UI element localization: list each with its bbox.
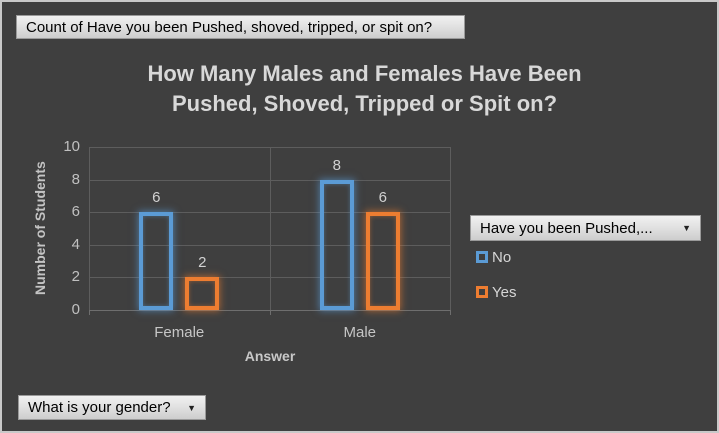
bar-no-female (139, 212, 174, 310)
chevron-down-icon: ▼ (187, 402, 196, 413)
data-label: 6 (378, 189, 387, 207)
value-field-button[interactable]: Count of Have you been Pushed, shoved, t… (16, 15, 465, 39)
chevron-down-icon: ▼ (682, 223, 691, 233)
legend-item-no: No (476, 248, 516, 266)
data-label: 8 (332, 156, 341, 174)
y-tick-label: 6 (71, 203, 80, 221)
y-tick-label: 8 (71, 170, 80, 188)
x-category-label: Male (343, 324, 376, 341)
y-tick-label: 0 (71, 301, 80, 318)
chart-title: How Many Males and Females Have Been Pus… (42, 59, 687, 119)
x-axis-line (89, 310, 451, 311)
legend-label: No (492, 248, 512, 266)
legend-swatch-icon (476, 286, 488, 298)
gridline (269, 147, 271, 310)
y-axis-title: Number of Students (32, 161, 48, 295)
value-field-label: Count of Have you been Pushed, shoved, t… (26, 18, 433, 36)
axis-field-label: What is your gender? (28, 399, 171, 416)
legend-label: Yes (492, 283, 517, 301)
chart-title-line1: How Many Males and Females Have Been (147, 61, 582, 86)
y-tick-label: 4 (71, 235, 80, 253)
x-category-label: Female (154, 324, 205, 341)
axis-field-button[interactable]: What is your gender? ▼ (18, 395, 206, 420)
x-axis-title: Answer (244, 348, 296, 364)
data-label: 6 (152, 189, 161, 207)
bar-yes-female (185, 277, 220, 310)
legend-field-label: Have you been Pushed,... (480, 219, 653, 237)
bar-no-male (319, 179, 354, 310)
axis-tick (89, 310, 90, 315)
gridline (450, 147, 451, 310)
legend: No Yes (476, 248, 516, 318)
gridline (89, 147, 90, 310)
data-label: 2 (198, 254, 207, 272)
legend-swatch-icon (476, 251, 488, 263)
legend-field-button[interactable]: Have you been Pushed,... ▼ (470, 215, 701, 241)
chart-title-line2: Pushed, Shoved, Tripped or Spit on? (171, 91, 558, 116)
legend-item-yes: Yes (476, 283, 516, 301)
bar-yes-male (365, 212, 400, 310)
axis-tick (269, 310, 271, 315)
y-tick-label: 10 (63, 138, 80, 155)
axis-tick (450, 310, 451, 315)
y-tick-label: 2 (71, 268, 80, 286)
